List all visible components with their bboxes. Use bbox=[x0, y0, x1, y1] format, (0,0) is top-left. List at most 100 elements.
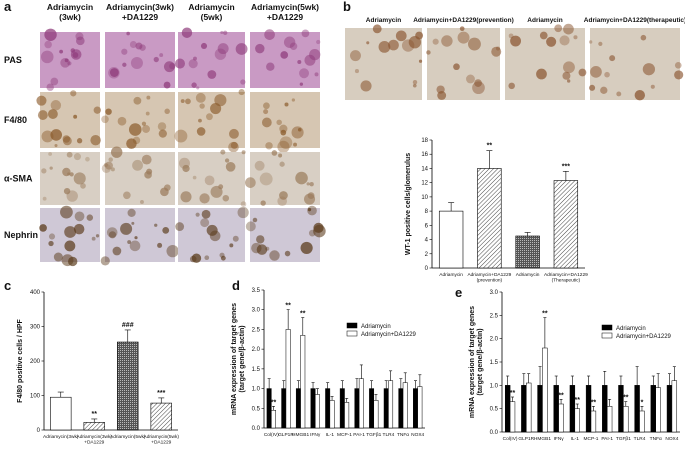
micrograph-texture bbox=[135, 42, 143, 50]
bar bbox=[542, 347, 548, 433]
micrograph-texture bbox=[63, 187, 71, 195]
micrograph-texture bbox=[280, 51, 289, 59]
micrograph-texture bbox=[127, 240, 132, 245]
micrograph-texture bbox=[412, 83, 417, 88]
bar bbox=[655, 387, 661, 433]
x-tick-label: Adriamycin(5wk) bbox=[110, 434, 146, 440]
y-tick-label: 300 bbox=[30, 325, 41, 331]
micrograph-texture bbox=[180, 99, 185, 104]
micrograph bbox=[178, 32, 245, 88]
y-tick-label: 8 bbox=[425, 209, 429, 215]
micrograph-texture bbox=[260, 200, 266, 206]
bar bbox=[285, 329, 291, 429]
annotation: ** bbox=[575, 397, 581, 404]
micrograph-texture bbox=[468, 37, 481, 51]
micrograph-texture bbox=[230, 141, 238, 149]
micrograph-texture bbox=[426, 50, 431, 55]
micrograph-texture bbox=[642, 63, 656, 76]
micrograph-texture bbox=[265, 142, 273, 150]
bar bbox=[558, 403, 564, 433]
bar bbox=[150, 402, 172, 431]
micrograph-texture bbox=[289, 42, 298, 50]
micrograph-texture bbox=[130, 56, 143, 69]
x-tick-label: TLR4 bbox=[383, 432, 395, 438]
micrograph-texture bbox=[129, 240, 141, 252]
x-tick-label: IL-1 bbox=[326, 432, 335, 438]
micrograph-texture bbox=[73, 153, 81, 161]
y-tick-label: 100 bbox=[30, 394, 41, 400]
annotation: *** bbox=[157, 390, 165, 397]
legend-label: Adriamycin+DA1229 bbox=[616, 334, 672, 340]
bar bbox=[417, 386, 423, 429]
micrograph-texture bbox=[144, 171, 152, 179]
x-tick-label: GLP1R bbox=[278, 432, 294, 438]
micrograph-texture bbox=[163, 61, 175, 73]
x-tick-label: NOX4 bbox=[665, 436, 678, 442]
micrograph-texture bbox=[313, 224, 326, 238]
legend-label: Adriamycin bbox=[361, 324, 391, 330]
bar bbox=[310, 388, 316, 429]
micrograph-texture bbox=[559, 35, 570, 46]
bar bbox=[344, 402, 350, 429]
micrograph-texture bbox=[126, 31, 130, 36]
micrograph-texture bbox=[437, 91, 447, 100]
micrograph-texture bbox=[93, 106, 102, 114]
bar bbox=[602, 385, 608, 433]
y-axis-label: WT-1 positive cells/glomerulus bbox=[405, 153, 412, 255]
micrograph-texture bbox=[158, 129, 167, 138]
micrograph-texture bbox=[295, 171, 308, 185]
micrograph-texture bbox=[41, 168, 47, 174]
micrograph-texture bbox=[48, 240, 54, 247]
micrograph-texture bbox=[457, 31, 470, 44]
annotation: ** bbox=[92, 411, 98, 418]
bar bbox=[666, 385, 673, 433]
micrograph-texture bbox=[163, 81, 171, 89]
micrograph-texture bbox=[210, 185, 223, 198]
micrograph-texture bbox=[73, 223, 85, 235]
annotation: ### bbox=[122, 322, 134, 329]
micrograph-texture bbox=[126, 138, 137, 149]
column-header: Adriamycin bbox=[366, 17, 401, 24]
micrograph-texture bbox=[200, 42, 208, 50]
micrograph-texture bbox=[62, 167, 71, 177]
micrograph-texture bbox=[60, 205, 73, 219]
micrograph-texture bbox=[90, 134, 101, 146]
micrograph-texture bbox=[153, 56, 159, 63]
micrograph-texture bbox=[110, 167, 115, 172]
bar bbox=[295, 388, 301, 429]
micrograph-texture bbox=[562, 71, 571, 80]
micrograph-texture bbox=[279, 161, 285, 167]
bar bbox=[569, 385, 576, 433]
micrograph-texture bbox=[372, 24, 382, 34]
y-tick-label: 1.5 bbox=[490, 360, 499, 366]
micrograph-texture bbox=[53, 252, 63, 262]
row-label: PAS bbox=[4, 55, 22, 65]
micrograph-texture bbox=[85, 156, 90, 162]
micrograph-texture bbox=[108, 157, 113, 162]
micrograph-texture bbox=[145, 111, 150, 116]
micrograph-texture bbox=[195, 92, 206, 103]
y-tick-label: 0 bbox=[37, 428, 41, 434]
row-label: Nephrin bbox=[4, 230, 38, 240]
micrograph-texture bbox=[70, 90, 77, 97]
x-tick-label: MCP-1 bbox=[337, 432, 352, 438]
micrograph-texture bbox=[284, 102, 289, 107]
bar bbox=[639, 410, 645, 433]
micrograph-texture bbox=[474, 79, 482, 87]
micrograph-texture bbox=[101, 115, 109, 124]
micrograph-texture bbox=[112, 246, 122, 256]
micrograph-texture bbox=[254, 160, 265, 171]
micrograph-texture bbox=[206, 224, 218, 236]
panel-label: e bbox=[455, 285, 462, 300]
micrograph-texture bbox=[132, 136, 141, 145]
micrograph-texture bbox=[299, 68, 309, 79]
bar bbox=[266, 388, 272, 429]
micrograph-texture bbox=[70, 49, 82, 60]
legend-label: Adriamycin bbox=[616, 326, 646, 332]
micrograph-texture bbox=[316, 39, 321, 45]
micrograph-texture bbox=[60, 57, 71, 68]
y-tick-label: 2 bbox=[425, 252, 429, 258]
bar bbox=[383, 388, 389, 429]
bar bbox=[300, 335, 306, 429]
micrograph-texture bbox=[303, 193, 316, 205]
